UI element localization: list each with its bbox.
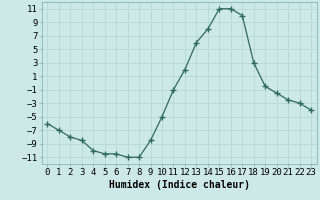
- X-axis label: Humidex (Indice chaleur): Humidex (Indice chaleur): [109, 180, 250, 190]
